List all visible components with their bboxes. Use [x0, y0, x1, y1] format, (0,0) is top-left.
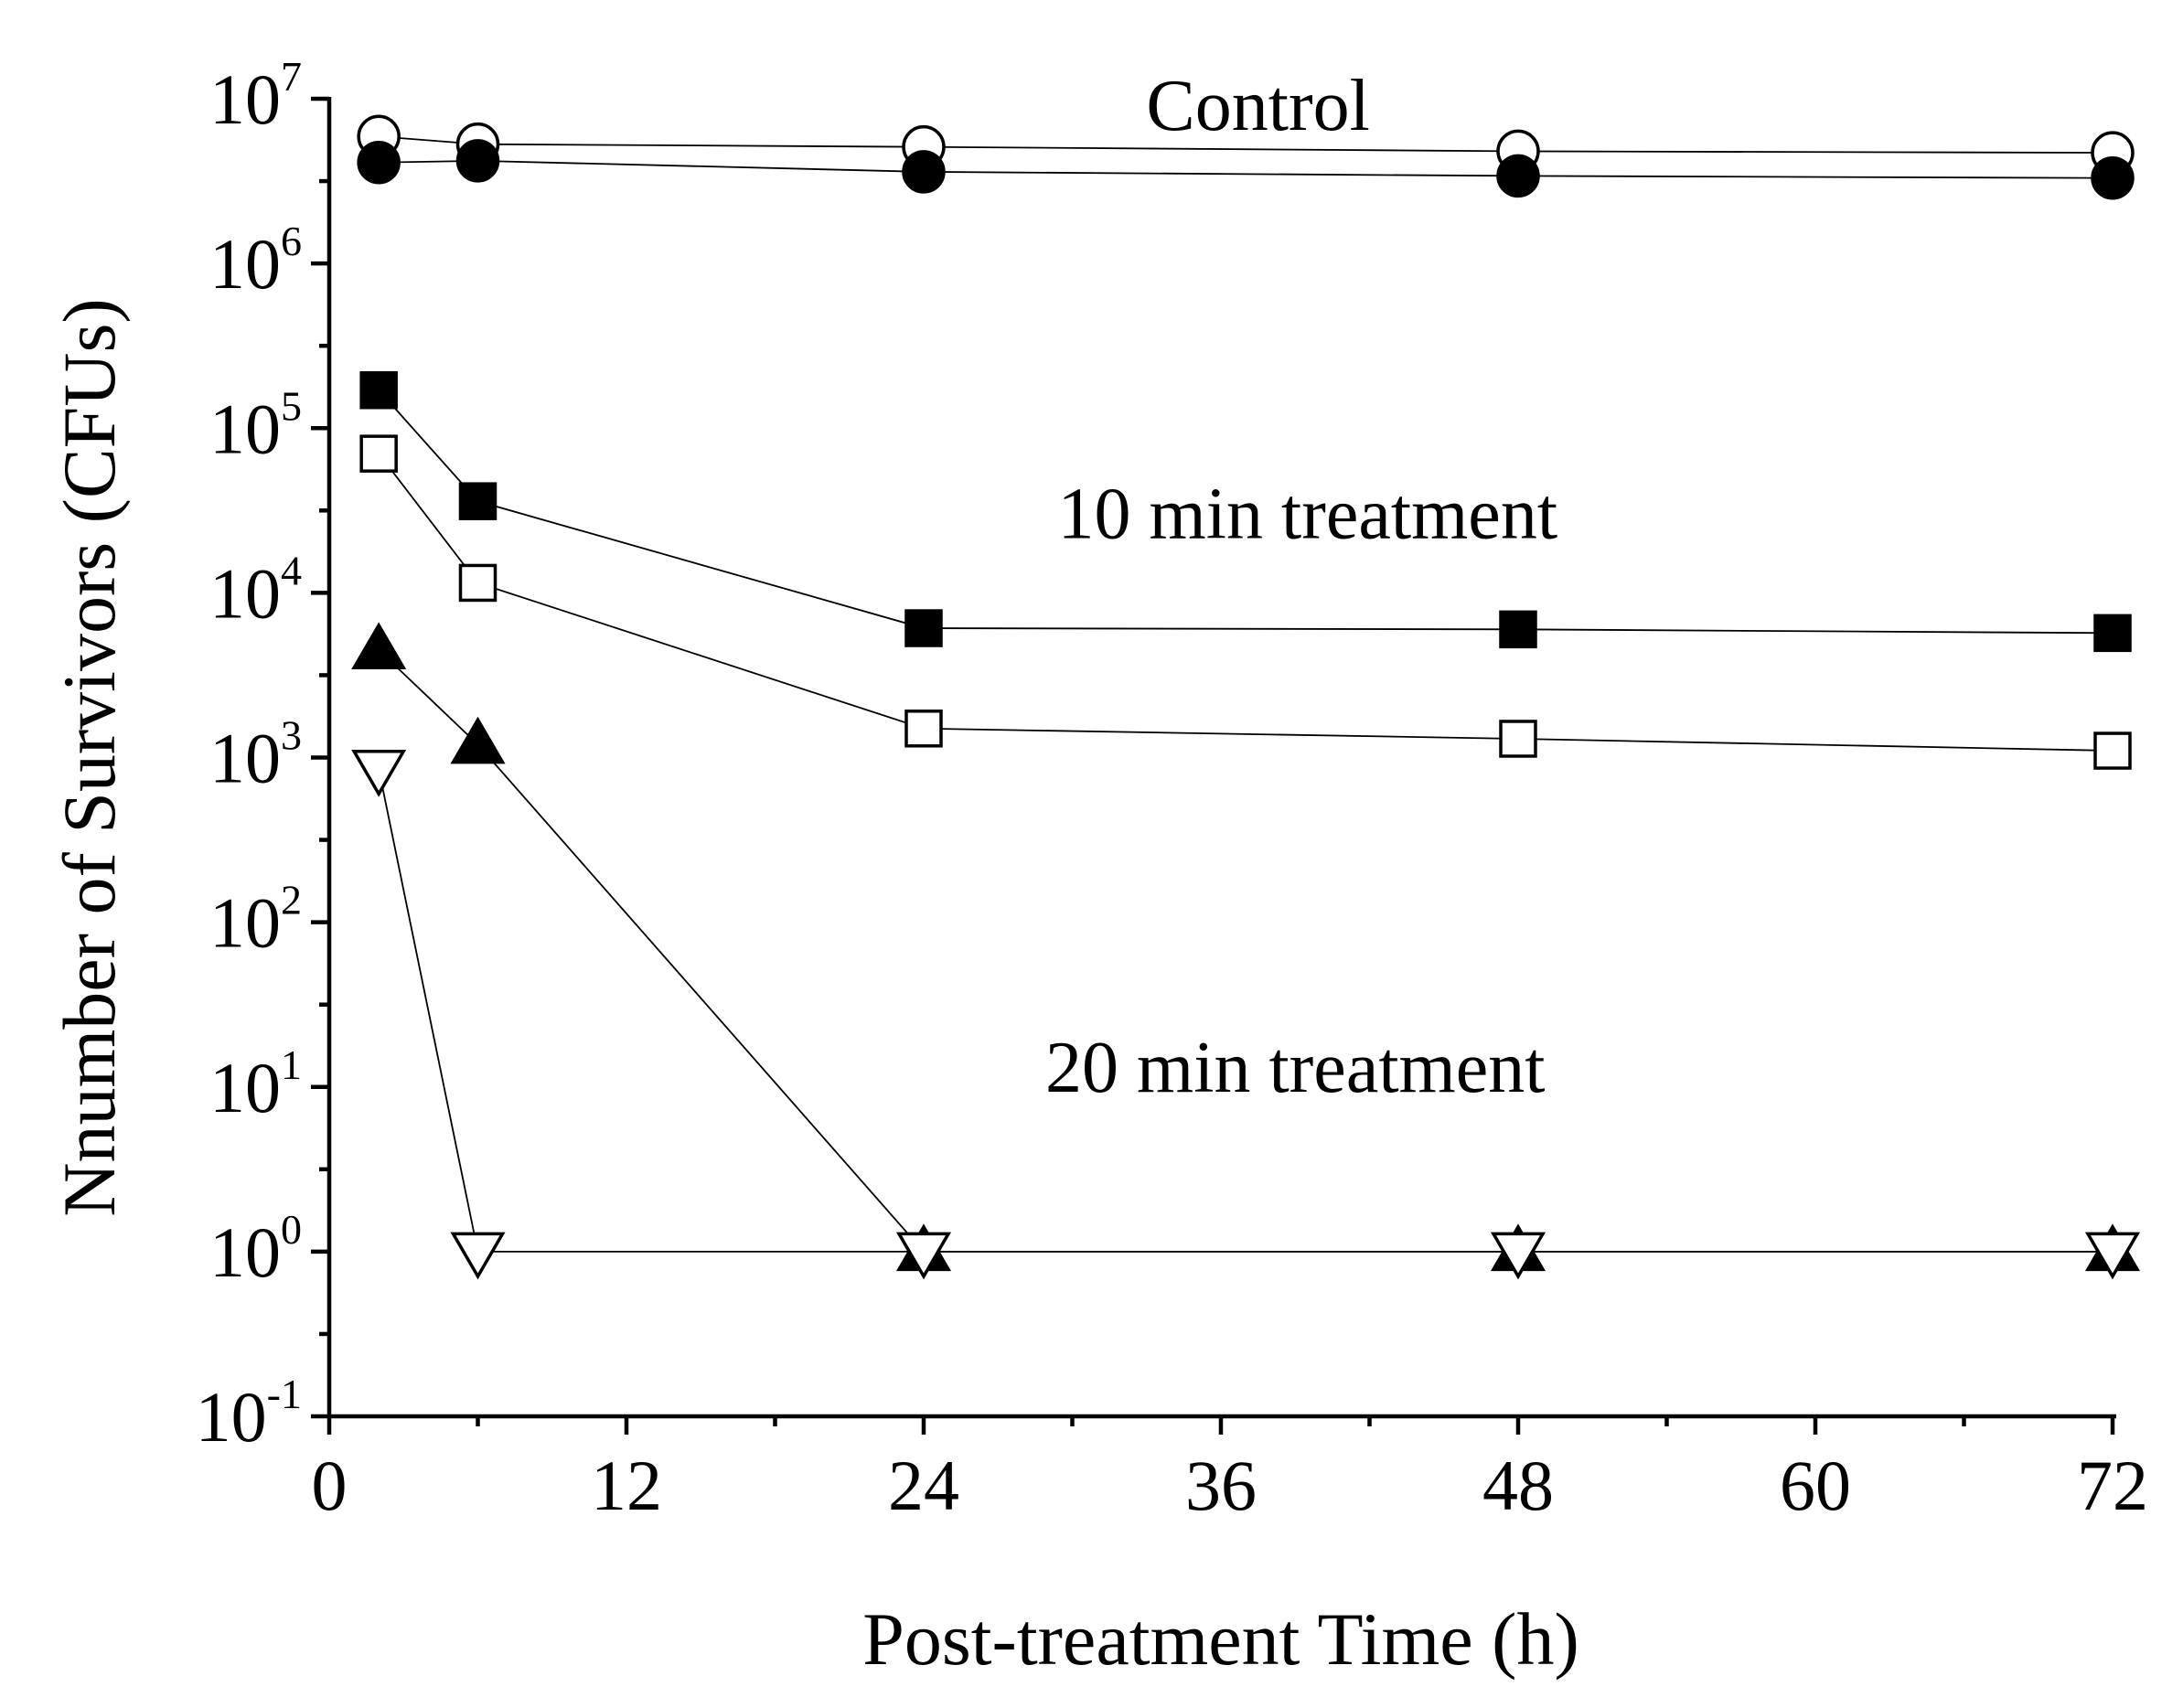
x-tick-label: 60 [1780, 1446, 1851, 1525]
20min-filled-triangle-up-point [351, 622, 407, 670]
x-tick-label: 72 [2077, 1446, 2148, 1525]
10min-filled-square-point [359, 370, 398, 410]
20min-open-triangle-down-point [2084, 1232, 2141, 1280]
y-tick-label: 102 [209, 877, 302, 963]
10min-open-square-point [359, 434, 398, 473]
y-tick-label: 106 [209, 218, 302, 304]
20min-filled-triangle-up-point [450, 716, 506, 764]
x-axis-title: Post-treatment Time (h) [862, 1597, 1579, 1681]
x-tick-label: 0 [312, 1446, 348, 1525]
x-tick-label: 48 [1482, 1446, 1554, 1525]
y-tick-label: 10-1 [196, 1371, 302, 1457]
10min-filled-square-point [458, 482, 498, 520]
20min-open-triangle-down-point [1490, 1232, 1546, 1280]
10min-open-square-point [458, 563, 498, 603]
axes: 0 12 24 36 48 60 72 10-11001011021031041051061… [196, 53, 2148, 1525]
control-filled-circle-point [2091, 155, 2135, 200]
x-axis-ticks: 0 12 24 36 48 60 72 [312, 1416, 2148, 1525]
control-filled-circle-point [455, 139, 500, 183]
y-axis-ticks: 10-1 100 101 102 103 104 105 106 107 [196, 53, 329, 1457]
y-axis-title: Nnumber of Survivors (CFUs) [48, 298, 131, 1216]
20min-open-triangle-down-point [450, 1232, 506, 1280]
ten-min-treatment-annotation: 10 min treatment [1058, 474, 1558, 554]
y-tick-label: 105 [209, 382, 302, 468]
control-filled-circle-point [902, 150, 946, 194]
10min-open-square-point [2093, 731, 2132, 770]
20min-open-triangle-down-point [895, 1232, 952, 1280]
10min-open-square-point [1499, 720, 1537, 758]
y-tick-label: 107 [209, 53, 302, 139]
y-tick-label: 100 [209, 1206, 302, 1292]
20min-open-triangle-down-line [378, 769, 2113, 1253]
control-filled-circle-point [1496, 154, 1540, 198]
10min-filled-square-point [1499, 610, 1537, 649]
10min-filled-square-point [904, 609, 943, 647]
series-markers [351, 114, 2141, 1280]
y-tick-label: 103 [209, 712, 302, 798]
20min-filled-triangle-up-line [378, 649, 2113, 1253]
y-tick-label: 101 [209, 1041, 302, 1127]
y-tick-label: 104 [209, 547, 302, 633]
twenty-min-treatment-annotation: 20 min treatment [1045, 1028, 1546, 1108]
x-tick-label: 24 [888, 1446, 959, 1525]
labels: Post-treatment Time (h) Nnumber of Survi… [48, 66, 1579, 1681]
10min-filled-square-point [2093, 614, 2132, 653]
control-annotation: Control [1146, 66, 1369, 146]
x-tick-label: 12 [591, 1446, 662, 1525]
20min-open-triangle-down-point [351, 750, 407, 797]
10min-open-square-point [904, 710, 943, 748]
control-filled-circle-line [379, 159, 2113, 179]
x-tick-label: 36 [1185, 1446, 1257, 1525]
control-filled-circle-point [357, 140, 401, 185]
